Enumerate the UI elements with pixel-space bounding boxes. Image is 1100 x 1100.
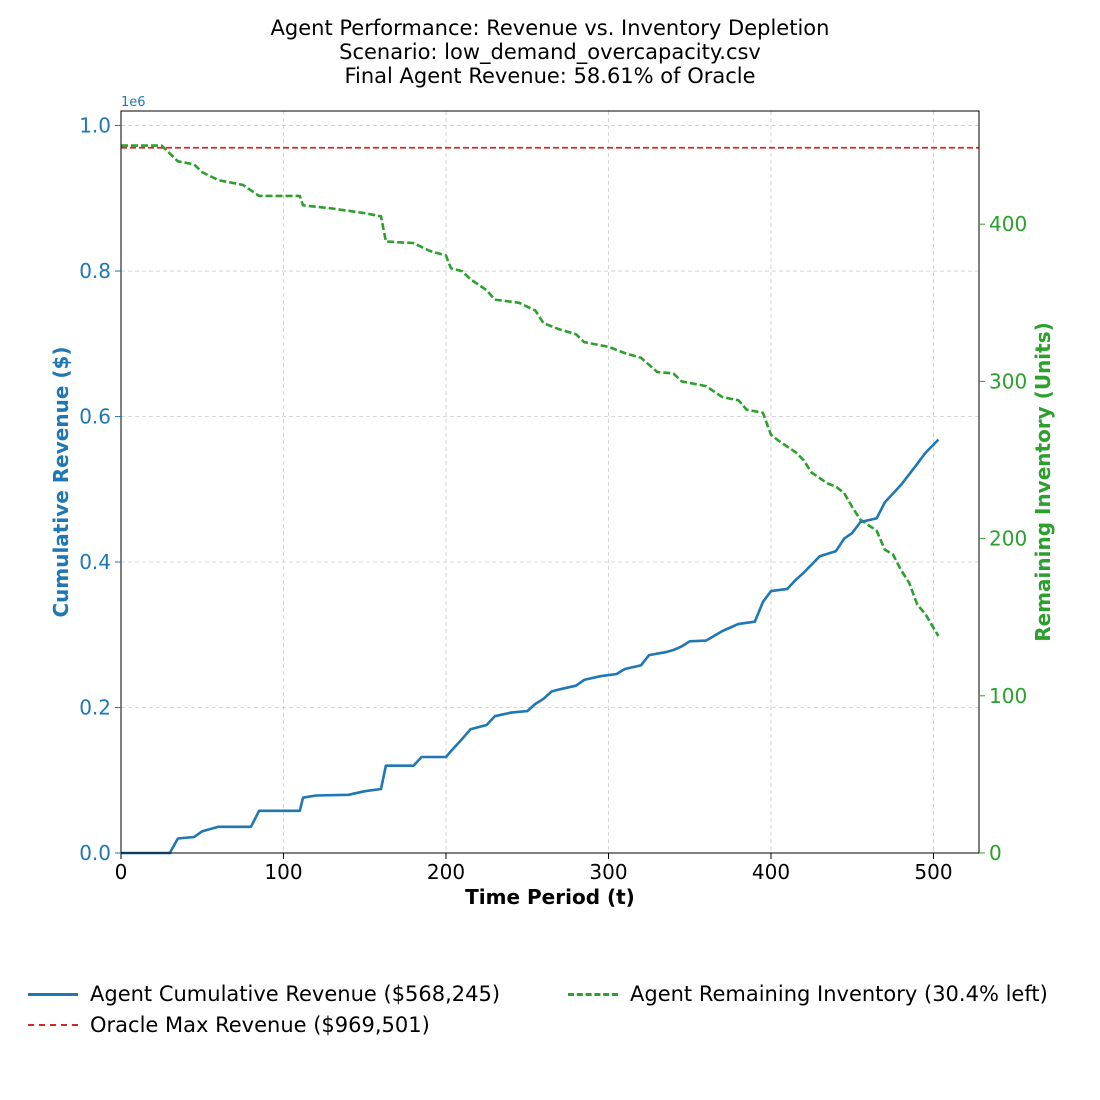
y-tick-label: 0.8: [79, 259, 111, 283]
chart-title-line-3: Final Agent Revenue: 58.61% of Oracle: [344, 64, 756, 88]
x-tick-label: 100: [264, 860, 302, 884]
x-axis-label: Time Period (t): [465, 885, 635, 909]
y-tick-label: 0.0: [79, 841, 111, 865]
y-tick-label: 0.4: [79, 550, 111, 574]
y2-tick-label: 200: [989, 527, 1027, 551]
x-tick-label: 200: [427, 860, 465, 884]
chart-title-line-1: Agent Performance: Revenue vs. Inventory…: [270, 16, 830, 40]
y-tick-label: 0.6: [79, 405, 111, 429]
y-axis-label: Cumulative Revenue ($): [49, 346, 73, 617]
plot-frame: [120, 110, 980, 854]
legend-item-inventory: Agent Remaining Inventory (30.4% left): [568, 982, 1048, 1006]
legend-swatch-oracle: [28, 1024, 78, 1026]
y-tick-label: 0.2: [79, 696, 111, 720]
y2-tick-label: 300: [989, 369, 1027, 393]
x-tick-label: 500: [914, 860, 952, 884]
legend: Agent Cumulative Revenue ($568,245) Agen…: [20, 975, 1090, 1045]
axes-layer: 0 100 200 300 400 500 0.0 0.2 0.4 0.6 0.8 1.0 0 100 20…: [79, 114, 1027, 884]
y-offset-label: 1e6: [121, 95, 146, 110]
legend-label-revenue: Agent Cumulative Revenue ($568,245): [90, 982, 501, 1006]
series-layer: [121, 144, 979, 855]
x-tick-label: 400: [752, 860, 790, 884]
y2-axis-label: Remaining Inventory (Units): [1031, 322, 1055, 642]
chart-canvas: 0 100 200 300 400 500 0.0 0.2 0.4 0.6 0.8 1.0 0 100 20…: [49, 95, 1055, 909]
legend-item-revenue: Agent Cumulative Revenue ($568,245): [28, 982, 500, 1006]
legend-swatch-revenue: [28, 992, 78, 996]
y-tick-label: 1.0: [79, 114, 111, 138]
legend-swatch-inventory: [568, 992, 618, 996]
legend-label-oracle: Oracle Max Revenue ($969,501): [90, 1013, 430, 1037]
chart-title-line-2: Scenario: low_demand_overcapacity.csv: [339, 40, 761, 64]
y2-tick-label: 100: [989, 684, 1027, 708]
grid-lines: [120, 111, 979, 854]
y2-tick-label: 400: [989, 212, 1027, 236]
y2-tick-label: 0: [989, 841, 1002, 865]
revenue-series-line: [121, 438, 940, 855]
x-tick-label: 300: [589, 860, 627, 884]
inventory-series-line: [121, 144, 940, 637]
legend-item-oracle: Oracle Max Revenue ($969,501): [28, 1013, 430, 1037]
legend-label-inventory: Agent Remaining Inventory (30.4% left): [630, 982, 1048, 1006]
x-tick-label: 0: [115, 860, 128, 884]
